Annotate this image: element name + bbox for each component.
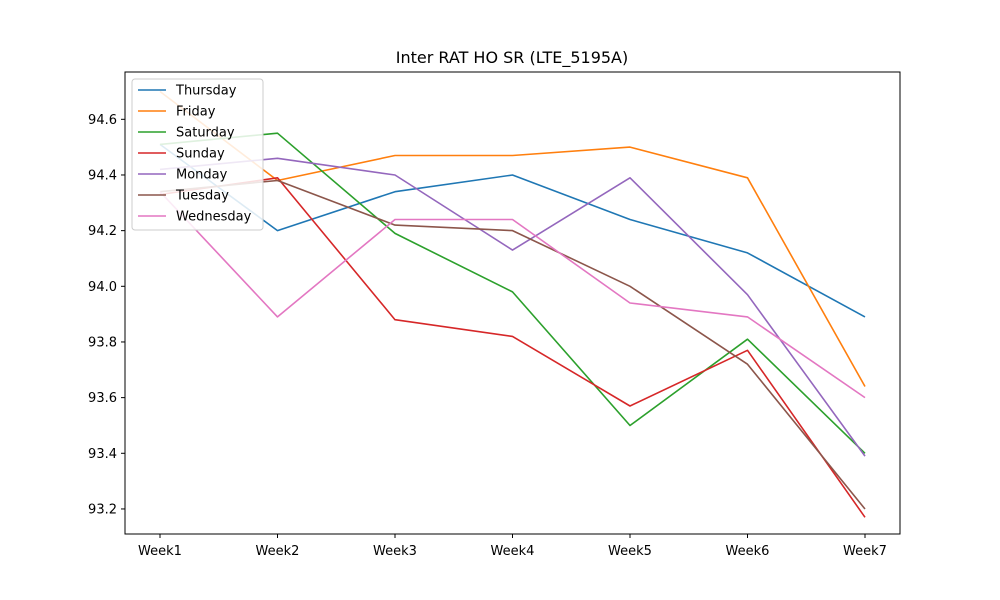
series-layer (159, 90, 866, 518)
x-tick-label: Week5 (608, 544, 652, 559)
series-line-saturday (159, 132, 866, 454)
series-line-wednesday (159, 191, 866, 399)
series-line-friday (159, 90, 866, 387)
legend-label: Wednesday (176, 210, 252, 225)
y-tick-label: 93.6 (88, 391, 117, 406)
x-tick-label: Week6 (726, 544, 770, 559)
legend: Thursday Friday Saturday Sunday Monday Tuesda… (131, 78, 264, 231)
legend-box (131, 78, 264, 231)
x-tick-label: Week3 (373, 544, 417, 559)
y-tick-label: 94.4 (88, 168, 117, 183)
x-tick-label: Week2 (256, 544, 300, 559)
series-line-sunday (159, 177, 866, 518)
legend-label: Friday (176, 105, 216, 120)
series-line-monday (159, 157, 866, 457)
x-tick-label: Week1 (138, 544, 182, 559)
y-tick-label: 94.0 (88, 280, 117, 295)
legend-label: Sunday (176, 147, 225, 162)
legend-label: Monday (176, 168, 228, 183)
chart-title: Inter RAT HO SR (LTE_5195A) (396, 48, 628, 68)
y-tick-label: 94.2 (88, 224, 117, 239)
series-line-thursday (159, 143, 866, 318)
x-axis: Week1 Week2 Week3 Week4 Week5 Week6 Week7 (138, 534, 887, 559)
y-tick-label: 93.8 (88, 335, 117, 350)
legend-label: Tuesday (175, 189, 229, 204)
y-tick-label: 93.4 (88, 447, 117, 462)
x-tick-label: Week4 (491, 544, 535, 559)
y-axis: 93.2 93.4 93.6 93.8 94.0 94.2 94.4 94.6 (88, 113, 125, 517)
legend-label: Saturday (176, 126, 235, 141)
legend-label: Thursday (175, 84, 237, 99)
y-tick-label: 94.6 (88, 113, 117, 128)
x-tick-label: Week7 (843, 544, 887, 559)
series-line-tuesday (159, 179, 866, 510)
y-tick-label: 93.2 (88, 502, 117, 517)
